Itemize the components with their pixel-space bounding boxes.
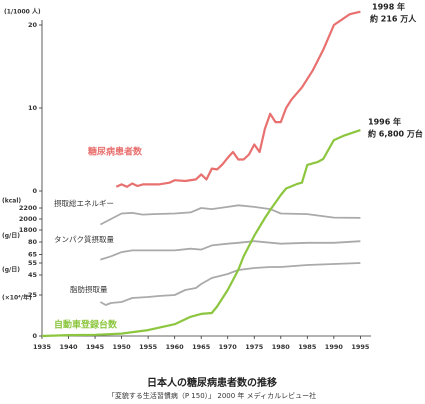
y-tick-label: 0 bbox=[32, 332, 37, 340]
x-tick-label: 1965 bbox=[192, 343, 211, 351]
y-tick-label: 0 bbox=[32, 187, 37, 195]
y-tick-label: 10 bbox=[28, 104, 38, 112]
y-tick-label: 80 bbox=[28, 238, 38, 246]
x-tick-label: 1960 bbox=[166, 343, 185, 351]
axis-unit: (g/日) bbox=[2, 233, 20, 240]
x-tick-label: 1980 bbox=[272, 343, 291, 351]
axis-unit: (×10⁴/年) bbox=[2, 294, 32, 302]
y-tick-label: 65 bbox=[28, 251, 38, 259]
y-tick-label: 2000 bbox=[19, 215, 38, 223]
y-tick-label: 20 bbox=[28, 21, 38, 29]
y-tick-label: 2200 bbox=[19, 204, 38, 212]
annotation: 約 6,800 万台 bbox=[368, 129, 423, 139]
x-tick-label: 1935 bbox=[33, 343, 52, 351]
chart-title: 日本人の糖尿病患者数の推移 bbox=[147, 376, 277, 389]
series-label: 糖尿病患者数 bbox=[88, 146, 143, 158]
series-line bbox=[41, 129, 361, 338]
x-tick-label: 1990 bbox=[325, 343, 344, 351]
axis-unit: (g/日) bbox=[2, 267, 20, 274]
x-tick-label: 1975 bbox=[245, 343, 264, 351]
x-tick-label: 1950 bbox=[113, 343, 132, 351]
series-label: タンパク質摂取量 bbox=[54, 234, 114, 244]
series-line bbox=[100, 240, 361, 261]
x-tick-label: 1955 bbox=[139, 343, 158, 351]
y-tick-label: 1800 bbox=[19, 226, 38, 234]
x-tick-label: 1970 bbox=[219, 343, 238, 351]
series-line bbox=[115, 10, 361, 188]
x-tick-label: 1985 bbox=[298, 343, 317, 351]
annotation: 1996 年 bbox=[368, 117, 401, 127]
axis-unit: (kcal) bbox=[2, 198, 21, 205]
x-tick-label: 1940 bbox=[59, 343, 78, 351]
y-tick-label: 55 bbox=[28, 259, 38, 267]
axis-unit: (1/1000 人) bbox=[4, 8, 41, 16]
series-label: 自動車登録台数 bbox=[54, 319, 118, 331]
y-tick-label: 45 bbox=[28, 271, 38, 279]
series-label: 摂取総エネルギー bbox=[54, 198, 114, 208]
series-label: 脂肪摂取量 bbox=[70, 284, 108, 294]
annotation: 1998 年 bbox=[372, 2, 405, 12]
series-line bbox=[99, 204, 361, 226]
source: 「変貌する生活習慣病（P 150）」 2000 年 メディカルレビュー社 bbox=[108, 391, 316, 400]
annotation: 約 216 万人 bbox=[370, 14, 417, 24]
y-tick-label: 25 bbox=[28, 291, 38, 299]
x-tick-label: 1995 bbox=[351, 343, 370, 351]
series-line bbox=[99, 262, 361, 306]
x-tick-label: 1945 bbox=[86, 343, 105, 351]
